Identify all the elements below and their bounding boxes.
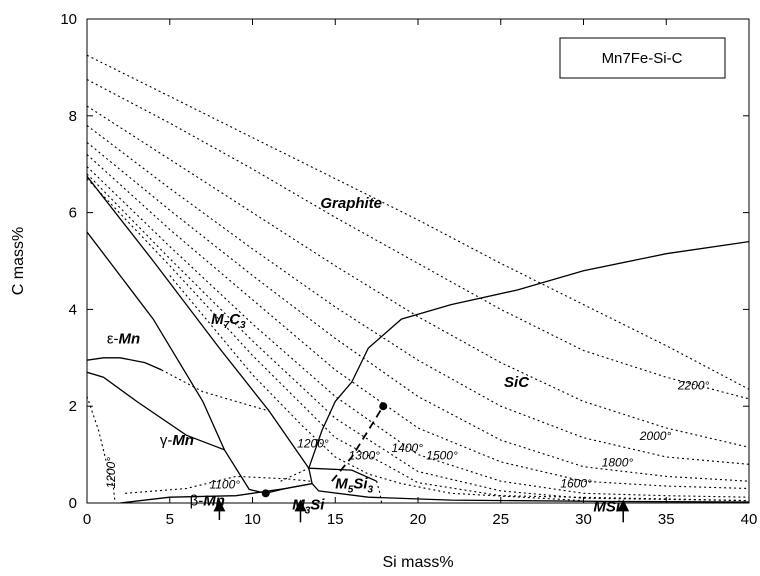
region-label-3: γ-Mn — [160, 432, 194, 449]
x-tick-label: 15 — [327, 511, 344, 528]
x-tick-label: 0 — [83, 511, 91, 528]
x-tick-label: 25 — [492, 511, 509, 528]
x-axis-title: Si mass% — [382, 554, 453, 571]
phase-boundary-8 — [308, 467, 377, 482]
phase-boundary-0 — [87, 175, 310, 469]
x-tick-label: 30 — [575, 511, 592, 528]
region-label-7: M3Si — [292, 496, 325, 516]
isotherm-label-8: 1100° — [209, 477, 240, 491]
region-label-0: Graphite — [320, 195, 382, 212]
phase-boundary-11 — [125, 475, 311, 494]
legend-box: Mn7Fe-Si-C — [559, 37, 726, 79]
region-label-8: MSi — [593, 499, 621, 516]
phase-boundary-14 — [376, 481, 383, 503]
isotherm-label-7: 1200° — [297, 436, 329, 450]
phase-boundary-3 — [87, 357, 162, 371]
x-tick-label: 5 — [166, 511, 174, 528]
y-axis-title: C mass% — [10, 227, 27, 295]
boundary-layer — [87, 175, 749, 503]
region-label-1: SiC — [504, 374, 530, 391]
phase-boundary-6 — [308, 468, 749, 503]
isotherm-label-9: 1200° — [104, 457, 118, 489]
isotherm-label-6: 1300° — [348, 448, 380, 462]
isotherm-line-6 — [87, 166, 749, 498]
isotherm-label-4: 1500° — [426, 448, 458, 462]
isotherm-line-2 — [87, 105, 749, 448]
isotherm-line-0 — [87, 54, 749, 390]
isotherm-layer — [87, 54, 749, 502]
y-tick-label: 0 — [69, 495, 77, 512]
invariant-point-1 — [379, 402, 388, 411]
phase-boundary-1 — [87, 231, 266, 494]
region-label-5: M7C3 — [211, 311, 246, 331]
x-tick-label: 20 — [410, 511, 427, 528]
isotherm-label-0: 2200° — [677, 378, 710, 392]
legend-box-text: Mn7Fe-Si-C — [602, 50, 683, 67]
phase-boundary-10 — [87, 396, 116, 503]
y-tick-label: 8 — [69, 108, 77, 125]
x-tick-label: 35 — [658, 511, 675, 528]
isotherm-line-8 — [87, 178, 749, 502]
isotherm-label-2: 1800° — [602, 456, 634, 470]
x-tick-label: 40 — [741, 511, 758, 528]
arrow-layer — [213, 499, 630, 523]
y-tick-label: 2 — [69, 398, 77, 415]
phase-boundary-2 — [87, 371, 225, 451]
phase-boundary-9 — [331, 405, 384, 482]
isotherm-label-1: 2000° — [639, 429, 672, 443]
phase-boundary-13 — [280, 467, 310, 482]
isotherm-label-3: 1600° — [560, 477, 592, 491]
tick-layer: 0 5 10 15 20 25 30 35 40 0 2 4 6 8 10 — [60, 11, 757, 528]
region-label-2: ε-Mn — [107, 330, 140, 347]
y-tick-label: 4 — [69, 301, 77, 318]
point-layer — [261, 402, 388, 498]
isotherm-label-5: 1400° — [392, 441, 424, 455]
invariant-point-0 — [261, 489, 270, 498]
isotherm-line-9 — [169, 275, 584, 502]
phase-boundary-7 — [308, 240, 749, 469]
isotherm-line-1 — [87, 79, 749, 400]
x-tick-label: 10 — [244, 511, 261, 528]
y-tick-label: 10 — [60, 11, 77, 28]
y-tick-label: 6 — [69, 205, 77, 222]
isotherm-line-3 — [87, 125, 749, 465]
region-label-6: M5Si3 — [335, 475, 373, 495]
phase-boundary-5 — [265, 482, 313, 494]
